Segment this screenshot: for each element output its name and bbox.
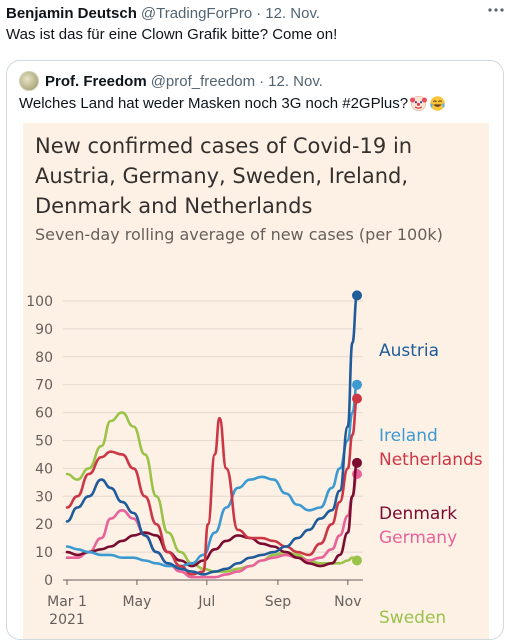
y-tick-label: 90 [35, 322, 53, 338]
avatar[interactable] [19, 71, 39, 91]
series-end-point-netherlands [352, 393, 362, 404]
chart: New confirmed cases of Covid-19 in Austr… [23, 123, 489, 639]
y-tick-label: 60 [35, 406, 53, 422]
x-tick-label: Mar 1 [47, 594, 87, 610]
x-tick-label: May [122, 594, 151, 610]
chart-plot: 0 10 20 30 40 50 60 70 80 90 100 Mar 1 2021 May Jul Sep… [26, 290, 483, 628]
quote-author-name[interactable]: Prof. Freedom [45, 72, 147, 90]
x-tick-label: Sep [265, 594, 292, 610]
x-tick-sublabel: 2021 [49, 612, 85, 628]
quote-header: Prof. Freedom @prof_freedom · 12. Nov. [19, 71, 323, 91]
y-tick-label: 50 [35, 434, 53, 450]
tweet-date[interactable]: 12. Nov. [265, 4, 320, 22]
chart-subtitle: Seven-day rolling average of new cases (… [35, 225, 443, 244]
series-label-sweden: Sweden [379, 608, 446, 628]
author-name[interactable]: Benjamin Deutsch [6, 4, 137, 22]
y-tick-label: 40 [35, 461, 53, 477]
series-label-ireland: Ireland [379, 426, 438, 446]
quoted-tweet[interactable]: Prof. Freedom @prof_freedom · 12. Nov. W… [6, 60, 504, 640]
series-line-netherlands [65, 397, 359, 576]
x-tick-label: Jul [197, 594, 215, 610]
separator-dot: · [256, 4, 262, 22]
clown-face-emoji [410, 95, 428, 112]
series-end-point-sweden [352, 555, 362, 566]
y-tick-label: 20 [35, 517, 53, 533]
more-horizontal-icon[interactable] [486, 0, 506, 20]
author-handle[interactable]: @TradingForPro [140, 4, 253, 22]
series-line-ireland [65, 383, 359, 568]
tweet-text: Was ist das für eine Clown Grafik bitte?… [6, 26, 338, 43]
tears-of-joy-emoji [430, 96, 445, 111]
y-tick-label: 10 [35, 545, 53, 561]
series-end-point-germany [352, 468, 362, 479]
series-end-point-austria [352, 290, 362, 301]
series-label-germany: Germany [379, 528, 457, 548]
y-tick-label: 80 [35, 350, 53, 366]
y-tick-label: 100 [26, 294, 53, 310]
quote-date[interactable]: 12. Nov. [268, 72, 323, 90]
tweet-header: Benjamin Deutsch @TradingForPro · 12. No… [6, 3, 504, 23]
y-tick-label: 70 [35, 378, 53, 394]
series-end-point-ireland [352, 379, 362, 390]
series-line-denmark [65, 461, 359, 568]
series-line-austria [65, 294, 359, 576]
quote-author-handle[interactable]: @prof_freedom [150, 72, 256, 90]
chart-title: New confirmed cases of Covid-19 in Austr… [35, 134, 413, 218]
quote-text: Welches Land hat weder Masken noch 3G no… [19, 95, 446, 112]
y-tick-label: 30 [35, 489, 53, 505]
x-tick-label: Nov [334, 594, 361, 610]
series-label-netherlands: Netherlands [379, 450, 483, 470]
series-label-denmark: Denmark [379, 504, 457, 524]
quote-text-content: Welches Land hat weder Masken noch 3G no… [19, 95, 409, 112]
y-tick-label: 0 [44, 573, 53, 589]
quote-separator-dot: · [259, 72, 265, 90]
series-end-point-denmark [352, 457, 362, 468]
series-line-germany [65, 472, 359, 579]
series-label-austria: Austria [379, 341, 439, 361]
